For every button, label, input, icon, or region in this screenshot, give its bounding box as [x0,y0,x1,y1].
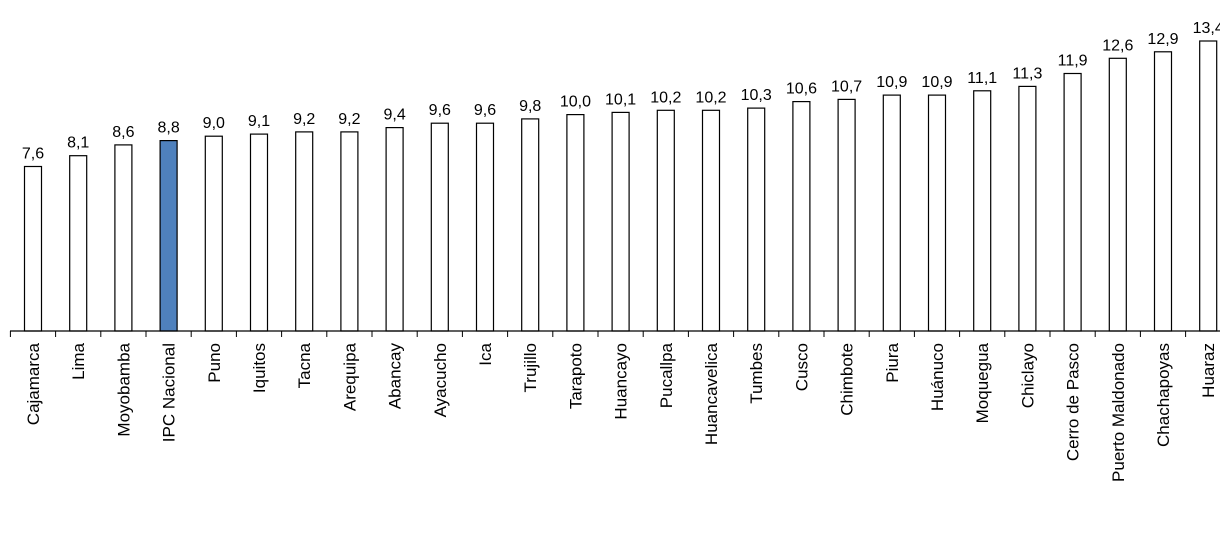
category-label-tarapoto: Tarapoto [566,343,585,409]
category-label-chimbote: Chimbote [838,343,857,416]
value-label-moquegua: 11,1 [967,70,997,87]
bar-chachapoyas [1153,51,1173,332]
category-label-cusco: Cusco [792,343,811,391]
bar-lima [69,155,88,332]
bar-huancayo [611,111,630,332]
value-label-lima: 8,1 [67,135,89,152]
value-label-huanuco: 10,9 [921,74,952,91]
category-label-puerto-maldonado: Puerto Maldonado [1109,343,1128,482]
bar-pucallpa [656,109,675,332]
value-labels-group: 7,6 8,1 8,6 8,8 9,0 9,1 9,2 9,2 9,4 9,6 9,6 9,8 10,0… [22,20,1220,163]
category-label-chachapoyas: Chachapoyas [1154,343,1173,447]
category-label-abancay: Abancay [386,343,405,410]
value-label-tacna: 9,2 [293,111,315,128]
bar-tumbes [747,107,766,332]
value-label-tarapoto: 10,0 [560,94,591,111]
category-label-tumbes: Tumbes [747,343,766,404]
category-label-piura: Piura [883,342,902,382]
category-label-cerro-de-pasco: Cerro de Pasco [1064,343,1083,461]
bar-ipc-nacional [159,140,178,332]
category-label-huaraz: Huaraz [1199,343,1218,398]
bar-iquitos [249,133,269,332]
category-label-tacna: Tacna [295,342,314,388]
bar-huanuco [927,94,947,332]
value-label-chachapoyas: 12,9 [1147,31,1178,48]
category-label-arequipa: Arequipa [340,342,359,411]
bar-huaraz [1199,40,1218,332]
category-labels-group: Cajamarca Lima Moyobamba IPC Nacional Puno Iq… [24,342,1218,481]
category-label-moyobamba: Moyobamba [114,342,133,436]
bar-moquegua [973,90,992,332]
value-label-arequipa: 9,2 [338,111,360,128]
bar-cusco [792,100,811,332]
value-label-cusco: 10,6 [786,81,817,98]
category-label-huanuco: Huánuco [928,343,947,411]
value-label-chimbote: 10,7 [831,78,862,95]
value-label-chiclayo: 11,3 [1012,65,1042,82]
bar-piura [882,94,901,332]
category-label-ica: Ica [476,342,495,365]
category-label-lima: Lima [69,342,88,379]
value-label-ica: 9,6 [474,102,496,119]
bar-puerto-maldonado [1108,57,1127,332]
value-label-huaraz: 13,4 [1193,20,1220,37]
value-label-trujillo: 9,8 [519,98,541,115]
value-label-cerro-de-pasco: 11,9 [1058,53,1088,70]
bar-cerro-de-pasco [1063,72,1082,332]
category-label-moquegua: Moquegua [973,342,992,423]
bar-trujillo [521,118,540,332]
bar-ayacucho [430,122,449,332]
bar-chimbote [837,98,856,332]
value-label-piura: 10,9 [876,74,907,91]
bar-arequipa [340,131,359,332]
x-axis-ticks [9,331,1187,337]
bar-moyobamba [114,144,133,332]
value-label-ipc-nacional: 8,8 [157,120,179,137]
bar-puno [204,135,223,332]
category-label-pucallpa: Pucallpa [657,342,676,408]
value-label-puno: 9,0 [203,115,225,132]
value-label-cajamarca: 7,6 [22,146,44,163]
value-label-moyobamba: 8,6 [112,124,134,141]
value-label-abancay: 9,4 [383,107,405,124]
category-label-huancayo: Huancayo [612,343,631,420]
category-label-huancavelica: Huancavelica [702,342,721,445]
value-label-iquitos: 9,1 [248,113,270,130]
bar-abancay [385,126,404,332]
bar-ica [475,122,495,332]
bar-chiclayo [1018,85,1037,332]
value-label-tumbes: 10,3 [741,87,772,104]
category-label-ipc-nacional: IPC Nacional [160,343,179,442]
value-label-puerto-maldonado: 12,6 [1102,37,1133,54]
value-label-huancayo: 10,1 [605,91,636,108]
category-label-chiclayo: Chiclayo [1018,343,1037,408]
bars-group [23,40,1218,332]
category-label-trujillo: Trujillo [521,343,540,392]
bar-tacna [295,131,314,332]
category-label-puno: Puno [205,343,224,383]
bar-tarapoto [566,113,585,332]
value-label-huancavelica: 10,2 [695,89,726,106]
category-label-cajamarca: Cajamarca [24,342,43,425]
bar-cajamarca [23,165,43,332]
value-label-pucallpa: 10,2 [650,89,681,106]
category-label-ayacucho: Ayacucho [431,343,450,417]
category-label-iquitos: Iquitos [250,343,269,393]
bar-huancavelica [701,109,721,332]
value-label-ayacucho: 9,6 [429,102,451,119]
